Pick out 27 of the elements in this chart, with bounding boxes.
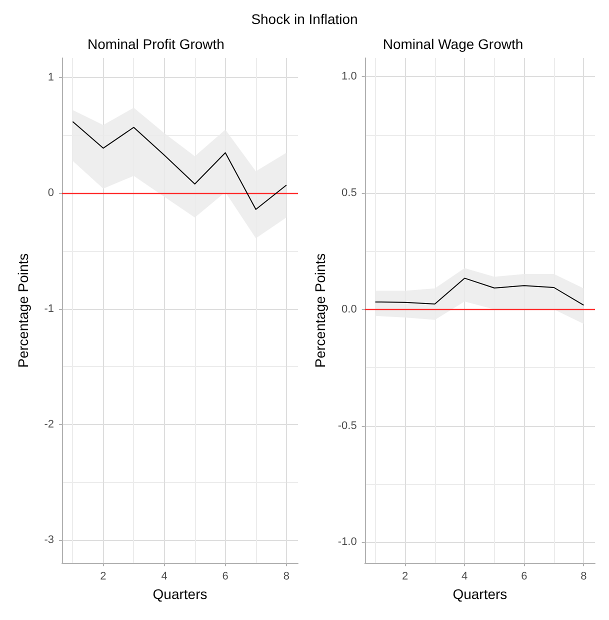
y-axis-title: Percentage Points	[312, 253, 328, 368]
y-tick-label: 1.0	[342, 70, 357, 83]
x-tick-label: 6	[222, 570, 228, 583]
y-tick-label: -3	[44, 534, 54, 546]
chart-title: Nominal Profit Growth	[88, 36, 224, 52]
x-tick-label: 8	[580, 570, 587, 583]
y-tick-label: 0.5	[342, 187, 357, 200]
x-tick-label: 4	[462, 570, 468, 583]
line-series	[374, 278, 584, 306]
y-tick-label: -1	[44, 302, 54, 315]
y-axis-title: Percentage Points	[15, 253, 31, 368]
x-axis-title: Quarters	[452, 586, 508, 602]
x-tick-label: 2	[100, 570, 106, 583]
x-tick-label: 2	[402, 570, 408, 583]
y-tick-label: 1	[48, 72, 54, 84]
y-tick-label: -2	[44, 418, 54, 430]
chart-title: Nominal Wage Growth	[382, 36, 524, 52]
y-tick-label: 0	[48, 187, 54, 200]
x-tick-label: 4	[161, 570, 168, 583]
y-tick-label: -0.5	[338, 420, 357, 432]
text: Shock in Inflation	[250, 10, 359, 29]
y-tick-label: -1.0	[338, 536, 357, 548]
x-tick-label: 6	[521, 570, 528, 583]
x-axis-title: Quarters	[152, 586, 208, 602]
x-tick-label: 8	[283, 570, 290, 583]
line-series	[72, 121, 287, 210]
y-tick-label: 0.0	[342, 303, 357, 316]
